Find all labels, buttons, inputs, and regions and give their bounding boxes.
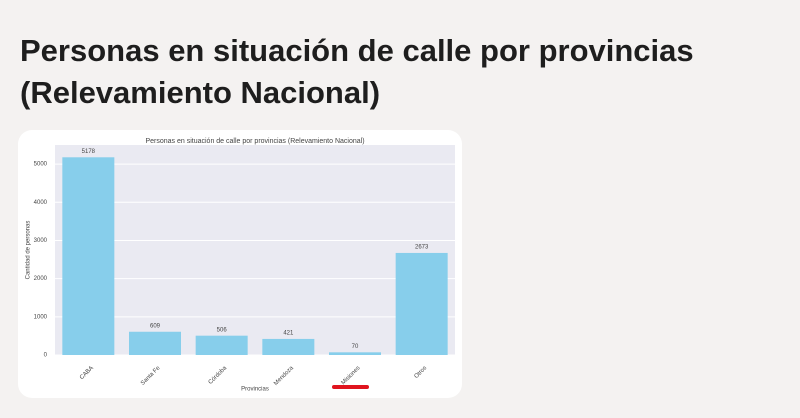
x-tick-label: CABA [79,365,95,381]
x-tick-label: Santa Fe [140,365,162,387]
value-label: 5178 [82,149,96,155]
y-tick-label: 4000 [34,200,48,206]
x-tick-label: Misiones [341,365,362,386]
bar [395,252,448,355]
bar [262,338,315,355]
bar [62,157,115,355]
x-tick-label: Mendoza [273,365,295,387]
value-label: 70 [352,344,359,350]
x-axis-label: Provincias [241,387,269,393]
plot-area [55,145,455,355]
bar [129,331,181,355]
bar [329,352,381,355]
y-tick-label: 5000 [34,162,48,168]
y-tick-label: 3000 [34,238,48,244]
title-line: (Relevamiento Nacional) [20,75,381,110]
slide-title: Personas en situación de calle por provi… [20,30,694,114]
chart-title: Personas en situación de calle por provi… [145,138,364,145]
x-tick-label: Córdoba [208,365,229,386]
value-label: 506 [217,327,228,333]
value-label: 609 [150,323,161,329]
y-tick-label: 2000 [34,276,48,282]
bar [195,335,248,355]
value-label: 2673 [415,245,429,251]
x-tick-label: Otros [414,365,429,380]
value-label: 421 [283,331,294,337]
y-tick-label: 1000 [34,314,48,320]
title-line: Personas en situación de calle por provi… [20,33,694,68]
highlight-underline [332,385,369,389]
y-tick-label: 0 [44,353,48,359]
y-axis-label: Cantidad de personas [26,221,32,280]
